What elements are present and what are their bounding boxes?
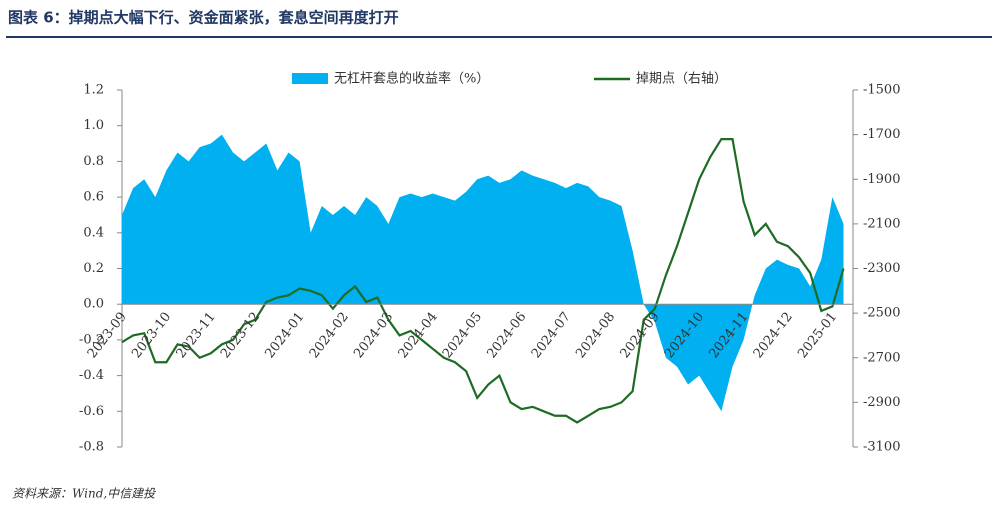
x-tick-label: 2023-12 bbox=[218, 310, 263, 362]
y-tick-label: 1.2 bbox=[83, 83, 104, 98]
x-tick-label: 2024-07 bbox=[529, 310, 574, 362]
y2-tick-label: -3100 bbox=[863, 440, 900, 455]
y2-tick-label: -1500 bbox=[863, 83, 900, 98]
y-tick-label: 0.4 bbox=[83, 225, 104, 240]
y2-tick-label: -2100 bbox=[863, 216, 900, 231]
y2-tick-label: -2300 bbox=[863, 261, 900, 276]
legend-swatch bbox=[292, 73, 328, 84]
area bbox=[122, 134, 844, 412]
y-tick-label: 0.8 bbox=[83, 154, 104, 169]
x-tick-label: 2024-12 bbox=[751, 310, 796, 362]
y2-tick-label: -1700 bbox=[863, 127, 900, 142]
legend-label: 掉期点（右轴） bbox=[636, 72, 727, 87]
y-tick-label: 0.2 bbox=[83, 261, 104, 276]
y2-tick-label: -2500 bbox=[863, 306, 900, 321]
y-tick-label: 0.0 bbox=[83, 297, 104, 312]
x-tick-label: 2024-02 bbox=[307, 310, 352, 362]
y-tick-label: 1.0 bbox=[83, 118, 104, 133]
source: 资料来源：Wind,中信建投 bbox=[12, 487, 156, 501]
y2-tick-label: -1900 bbox=[863, 172, 900, 187]
x-tick-label: 2025-01 bbox=[795, 310, 840, 362]
y-tick-label: -0.2 bbox=[79, 332, 104, 347]
x-tick-label: 2024-03 bbox=[351, 310, 396, 362]
y-tick-label: -0.4 bbox=[79, 368, 104, 383]
y-tick-label: -0.6 bbox=[79, 404, 104, 419]
x-tick-label: 2024-05 bbox=[440, 310, 485, 362]
x-tick-label: 2024-06 bbox=[484, 310, 529, 362]
y2-tick-label: -2700 bbox=[863, 350, 900, 365]
y2-tick-label: -2900 bbox=[863, 395, 900, 410]
x-tick-label: 2024-09 bbox=[618, 310, 663, 362]
x-tick-label: 2024-01 bbox=[262, 310, 307, 362]
x-tick-label: 2024-04 bbox=[396, 310, 441, 362]
line bbox=[121, 137, 845, 424]
legend-label: 无杠杆套息的收益率（%） bbox=[334, 71, 489, 87]
y-tick-label: -0.8 bbox=[79, 440, 104, 455]
y-tick-label: 0.6 bbox=[83, 190, 104, 205]
x-tick-label: 2024-08 bbox=[573, 310, 618, 362]
chart-title: 图表 6：掉期点大幅下行、资金面紧张，套息空间再度打开 bbox=[8, 9, 399, 27]
